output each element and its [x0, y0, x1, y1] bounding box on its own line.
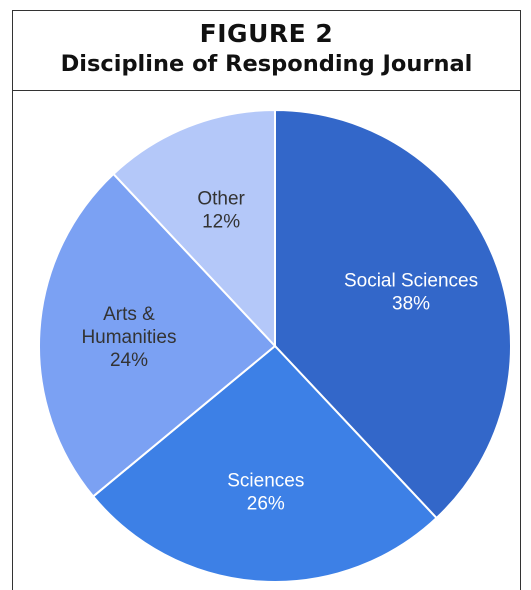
- pie-category-label: Humanities: [81, 327, 176, 348]
- pie-label-arts-humanities: Arts & Humanities 24%: [81, 304, 176, 371]
- figure-label: FIGURE 2: [199, 19, 334, 48]
- pie-category-label: Other: [197, 188, 245, 209]
- pie-slice-social-sciences: [274, 108, 512, 520]
- pie-value-label: 24%: [110, 350, 148, 371]
- pie-label-social-sciences: Social Sciences 38%: [344, 271, 478, 315]
- pie-category-label: Arts &: [103, 304, 155, 325]
- pie-slices: [38, 108, 512, 583]
- pie-label-other: Other 12%: [197, 188, 245, 232]
- pie-category-label: Social Sciences: [344, 271, 478, 292]
- pie-labels: Social Sciences 38% Sciences 26% Arts & Human…: [81, 188, 478, 514]
- pie-value-label: 38%: [392, 294, 430, 315]
- pie-value-label: 12%: [202, 211, 240, 232]
- pie-slice-sciences: [91, 344, 438, 583]
- pie-category-label: Sciences: [227, 471, 304, 492]
- pie-label-sciences: Sciences 26%: [227, 471, 304, 515]
- pie-slice-arts-humanities: [38, 172, 277, 498]
- figure-header: FIGURE 2 Discipline of Responding Journa…: [13, 11, 520, 91]
- pie-value-label: 26%: [247, 494, 285, 515]
- figure-frame: FIGURE 2 Discipline of Responding Journa…: [12, 10, 521, 590]
- figure-title: Discipline of Responding Journal: [60, 51, 473, 77]
- pie-slice-other: [112, 108, 276, 349]
